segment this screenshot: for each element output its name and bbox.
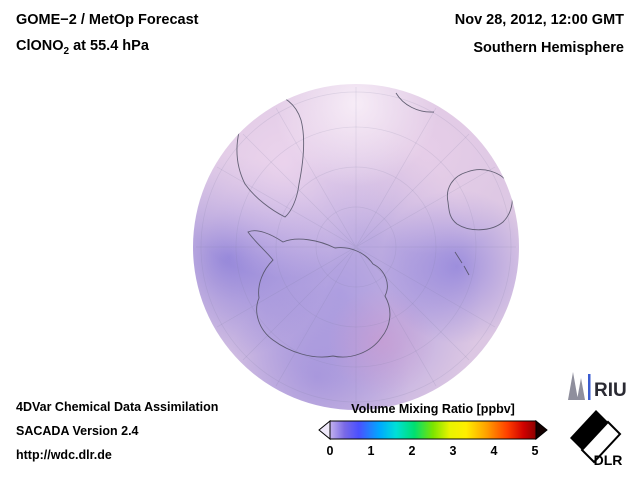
hemisphere-label: Southern Hemisphere (473, 40, 624, 56)
colorbar-tick: 0 (326, 444, 334, 458)
riu-blue-bar (588, 374, 591, 400)
colorbar (318, 420, 548, 440)
globe-overlay (196, 87, 516, 407)
riu-cathedral-icon (568, 372, 585, 400)
website-url: http://wdc.dlr.de (16, 448, 112, 462)
version-label: SACADA Version 2.4 (16, 424, 139, 438)
species-prefix: ClONO (16, 38, 64, 54)
riu-logo-text: RIU (594, 380, 627, 401)
dlr-wing-icon (570, 410, 622, 464)
species-label: ClONO2 at 55.4 hPa (16, 38, 149, 57)
coastlines (236, 92, 513, 358)
hemisphere-globe-map (193, 84, 519, 410)
species-suffix: at 55.4 hPa (69, 38, 149, 54)
datetime-label: Nov 28, 2012, 12:00 GMT (454, 12, 624, 28)
colorbar-tick: 1 (367, 444, 375, 458)
colorbar-gradient-body (329, 420, 537, 440)
colorbar-tick: 5 (531, 444, 539, 458)
riu-logo: RIU (568, 372, 627, 401)
dlr-logo-text: DLR (594, 452, 623, 468)
colorbar-tick: 2 (408, 444, 416, 458)
colorbar-right-arrow (535, 420, 548, 440)
graticule (196, 87, 516, 407)
colorbar-left-arrow (318, 420, 331, 440)
species-subscript: 2 (63, 45, 70, 57)
colorbar-title: Volume Mixing Ratio [ppbv] (351, 402, 515, 416)
colorbar-tick: 4 (490, 444, 498, 458)
dlr-logo: DLR (570, 410, 623, 468)
plot-title: GOME−2 / MetOp Forecast (16, 12, 199, 28)
colorbar-tick: 3 (449, 444, 457, 458)
assimilation-label: 4DVar Chemical Data Assimilation (16, 400, 219, 414)
